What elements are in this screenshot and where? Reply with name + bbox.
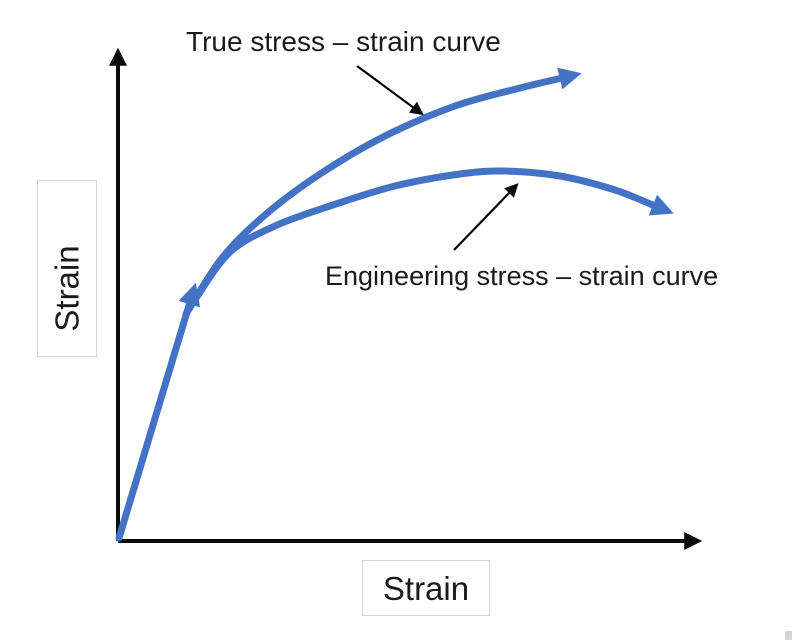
- engineering-curve-pointer-arrow: [453, 183, 519, 251]
- y-axis-label-box: Strain: [37, 180, 97, 357]
- x-axis-label: Strain: [382, 569, 470, 607]
- engineering-curve-label: Engineering stress – strain curve: [325, 261, 719, 291]
- y-axis-label: Strain: [48, 245, 86, 332]
- elastic-region-arrow: [115, 282, 201, 542]
- corner-artifact: [785, 631, 792, 640]
- engineering-stress-strain-curve: [192, 167, 674, 302]
- true-curve-label: True stress – strain curve: [186, 26, 501, 57]
- true-curve-pointer-arrow: [356, 65, 424, 116]
- x-axis-label-box: Strain: [362, 560, 490, 616]
